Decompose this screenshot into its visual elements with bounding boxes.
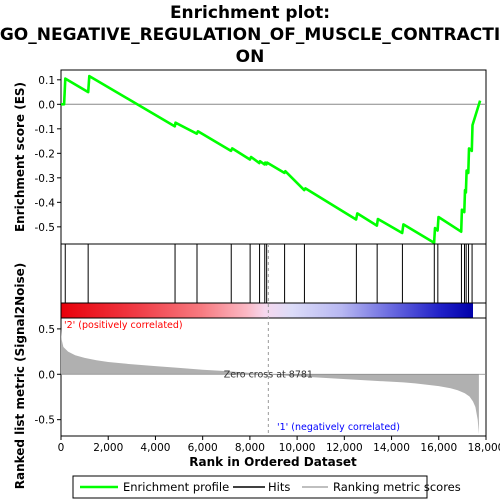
x-tick-label: 18,000	[468, 442, 500, 454]
legend-profile-label: Enrichment profile	[123, 480, 229, 494]
metric-y-tick-label: 0.0	[38, 369, 55, 381]
x-tick-label: 0	[58, 442, 65, 454]
title-line-1: Enrichment plot:	[170, 3, 330, 23]
metric-y-axis-label: Ranked list metric (Signal2Noise)	[13, 263, 27, 490]
es-y-tick-label: -0.2	[35, 148, 56, 160]
metric-y-tick-label: -0.5	[35, 415, 56, 427]
es-y-axis-label: Enrichment score (ES)	[13, 82, 27, 232]
es-y-tick-label: -0.3	[35, 173, 56, 185]
enrichment-score-panel: 0.1 0.0 -0.1 -0.2 -0.3 -0.4 -0.5 Enrichment sc…	[13, 70, 486, 244]
x-tick-label: 12,000	[326, 442, 363, 454]
es-y-tick-label: -0.4	[35, 197, 56, 209]
x-tick-label: 6,000	[188, 442, 218, 454]
x-tick-label: 2,000	[93, 442, 123, 454]
x-tick-label: 16,000	[420, 442, 457, 454]
rank-color-bar	[61, 303, 473, 318]
legend-metric-label: Ranking metric scores	[333, 480, 461, 494]
x-axis-label: Rank in Ordered Dataset	[189, 455, 357, 469]
es-y-tick-label: 0.1	[38, 75, 55, 87]
x-tick-label: 4,000	[140, 442, 170, 454]
negative-correlation-label: '1' (negatively correlated)	[277, 422, 400, 433]
es-y-tick-label: -0.5	[35, 222, 56, 234]
hits-panel	[61, 244, 486, 303]
es-y-tick-label: 0.0	[38, 99, 55, 111]
es-y-ticks: 0.1 0.0 -0.1 -0.2 -0.3 -0.4 -0.5	[35, 75, 62, 234]
es-y-tick-label: -0.1	[35, 124, 56, 136]
positive-correlation-label: '2' (positively correlated)	[64, 320, 183, 331]
x-tick-label: 8,000	[235, 442, 265, 454]
x-tick-label: 14,000	[373, 442, 410, 454]
title-line-2: GO_NEGATIVE_REGULATION_OF_MUSCLE_CONTRAC…	[0, 25, 500, 45]
title-line-3: ON	[236, 47, 265, 67]
x-tick-label: 10,000	[279, 442, 316, 454]
legend: Enrichment profile Hits Ranking metric s…	[73, 476, 461, 498]
metric-y-tick-label: 0.5	[38, 324, 55, 336]
hits-frame	[61, 244, 486, 303]
legend-hits-label: Hits	[268, 480, 290, 494]
zero-cross-label: Zero cross at 8781	[224, 369, 313, 380]
